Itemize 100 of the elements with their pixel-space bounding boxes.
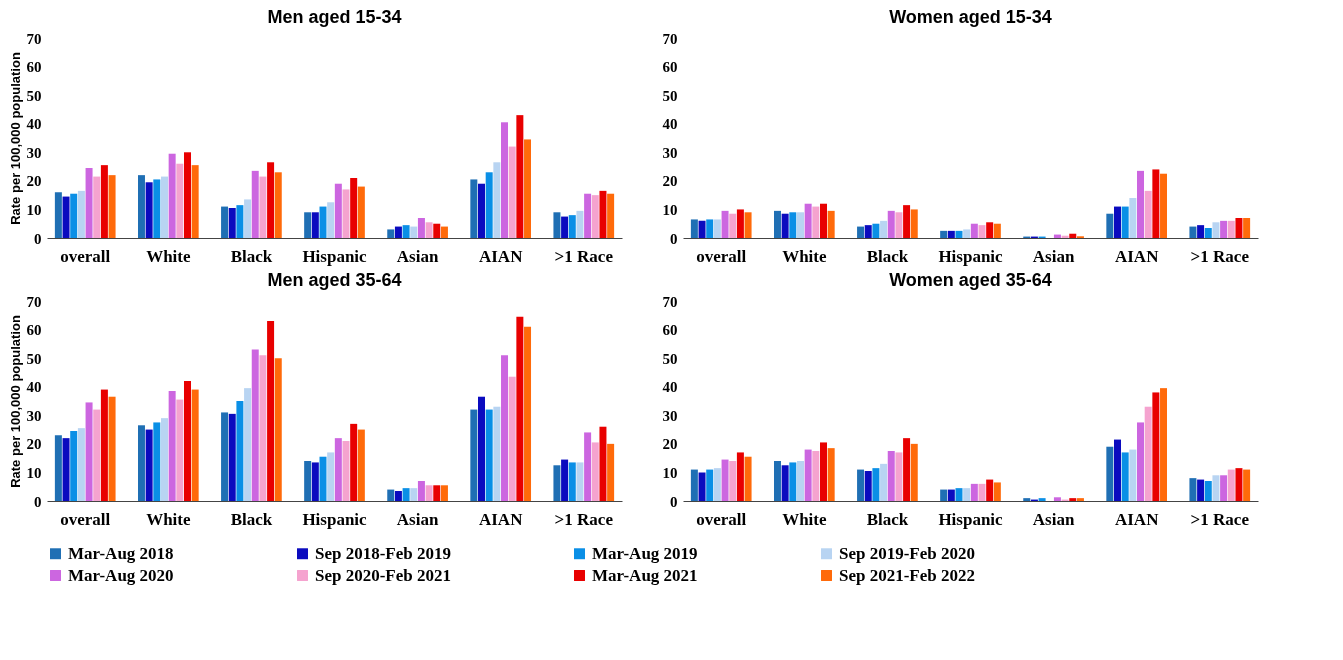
bar <box>524 326 532 501</box>
bar <box>228 208 236 238</box>
bar <box>584 432 592 501</box>
bar <box>864 225 872 238</box>
bar <box>591 195 599 238</box>
bar <box>553 212 561 238</box>
bar <box>311 212 319 238</box>
bar <box>1189 226 1197 238</box>
bar <box>1212 475 1220 501</box>
bar <box>796 461 804 501</box>
bar <box>1114 206 1122 238</box>
bar <box>259 176 267 238</box>
bar <box>789 462 797 501</box>
bar <box>986 479 994 501</box>
bar <box>108 396 116 501</box>
x-tick-label: overall <box>60 509 111 529</box>
bar <box>729 213 737 238</box>
bar <box>721 210 729 238</box>
bar <box>85 402 93 501</box>
bar <box>108 175 116 238</box>
bar <box>880 463 888 501</box>
bar <box>493 162 501 238</box>
bar <box>940 230 948 238</box>
x-tick-label: >1 Race <box>1190 509 1250 529</box>
bar <box>54 435 62 501</box>
bar <box>77 428 85 501</box>
bar <box>425 485 433 501</box>
legend-label: Sep 2020-Feb 2021 <box>315 565 451 585</box>
y-tick-label: 0 <box>670 230 678 247</box>
bar <box>221 412 229 501</box>
bar <box>1106 213 1114 238</box>
x-tick-label: AIAN <box>1114 246 1160 266</box>
legend-label: Mar-Aug 2020 <box>68 565 174 585</box>
bar <box>857 469 865 501</box>
bar <box>1053 497 1061 501</box>
y-tick-label: 0 <box>670 493 678 510</box>
y-tick-label: 60 <box>26 59 42 76</box>
bar <box>357 429 365 501</box>
bar <box>970 223 978 238</box>
bar <box>561 216 569 238</box>
bar <box>1160 388 1168 501</box>
bar <box>812 451 820 501</box>
bar <box>729 461 737 501</box>
bar <box>887 210 895 238</box>
bar <box>501 122 509 238</box>
x-tick-label: >1 Race <box>1190 246 1250 266</box>
y-tick-label: 50 <box>26 350 42 367</box>
chart-title: Men aged 35-64 <box>267 270 402 290</box>
bar <box>576 462 584 501</box>
bar <box>54 192 62 238</box>
bar <box>440 226 448 238</box>
bar <box>819 203 827 238</box>
bar <box>872 468 880 501</box>
x-tick-label: Hispanic <box>302 246 368 266</box>
bar <box>903 205 911 238</box>
bar <box>591 442 599 501</box>
bar <box>1160 173 1168 238</box>
bar <box>1235 218 1243 238</box>
bar <box>1152 392 1160 501</box>
bar <box>304 212 312 238</box>
y-tick-label: 10 <box>662 201 678 218</box>
bar <box>744 456 752 501</box>
x-tick-label: White <box>782 509 827 529</box>
y-tick-label: 40 <box>662 116 678 133</box>
bar <box>236 401 244 501</box>
bar <box>145 182 153 238</box>
bar <box>334 438 342 501</box>
x-tick-label: White <box>782 246 827 266</box>
y-tick-label: 0 <box>34 230 42 247</box>
bar <box>244 199 252 238</box>
bar <box>145 429 153 501</box>
bar <box>70 193 78 238</box>
y-tick-label: 70 <box>662 30 678 47</box>
bar <box>501 355 509 501</box>
x-tick-label: Hispanic <box>302 509 368 529</box>
bar <box>698 472 706 501</box>
bar <box>827 448 835 501</box>
bar <box>228 413 236 501</box>
bar <box>1023 498 1031 501</box>
bar <box>425 222 433 238</box>
bar <box>895 212 903 238</box>
bar <box>978 483 986 501</box>
bar <box>251 349 259 501</box>
bar <box>706 469 714 501</box>
bar <box>350 423 358 501</box>
bar <box>470 179 478 238</box>
bar <box>706 219 714 238</box>
bar <box>804 203 812 238</box>
x-tick-label: Asian <box>1032 246 1075 266</box>
bar <box>485 409 493 501</box>
bar <box>744 212 752 238</box>
bar <box>1197 479 1205 501</box>
bar <box>516 316 524 501</box>
bar <box>607 443 615 501</box>
bar <box>599 426 607 501</box>
bar <box>493 406 501 501</box>
bar <box>819 442 827 501</box>
bar <box>485 172 493 238</box>
x-tick-label: Black <box>866 509 909 529</box>
bar <box>993 223 1001 238</box>
